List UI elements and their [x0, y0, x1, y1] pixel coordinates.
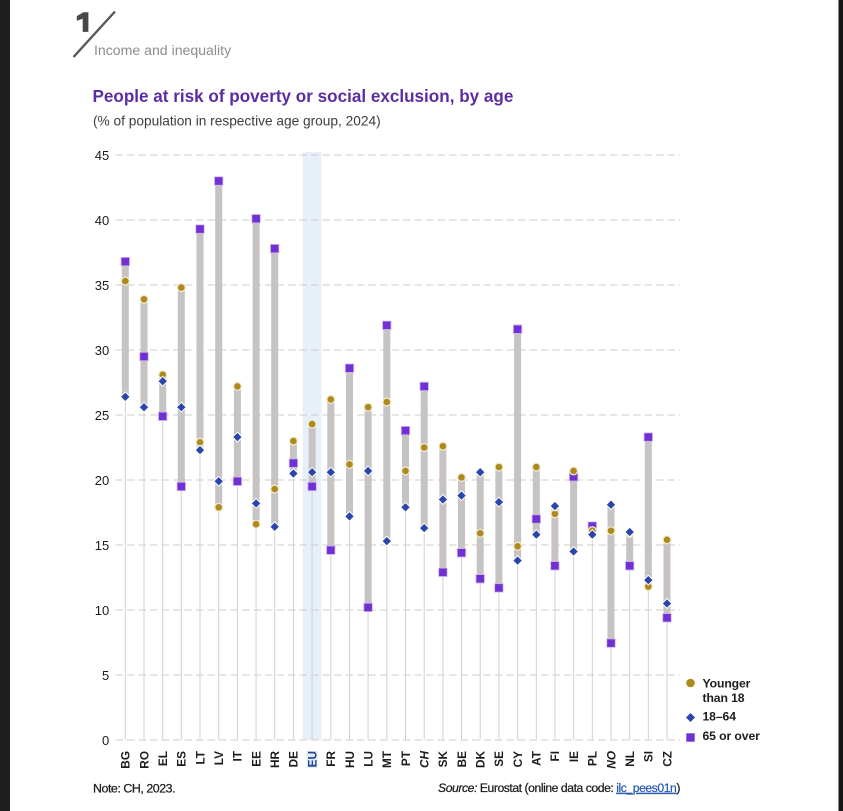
svg-text:ES: ES — [175, 751, 189, 767]
svg-text:18–64: 18–64 — [703, 710, 737, 724]
svg-text:RO: RO — [137, 751, 151, 769]
svg-text:CY: CY — [511, 751, 525, 768]
svg-text:BE: BE — [455, 751, 469, 768]
svg-text:45: 45 — [95, 148, 109, 163]
svg-text:0: 0 — [102, 733, 109, 748]
svg-text:EL: EL — [156, 751, 170, 766]
svg-text:Younger: Younger — [703, 677, 751, 691]
svg-text:Source: Eurostat (online data: Source: Eurostat (online data code: ilc_… — [438, 781, 680, 795]
svg-text:People at risk of poverty or s: People at risk of poverty or social excl… — [93, 87, 514, 106]
svg-text:BG: BG — [119, 751, 133, 769]
svg-text:AT: AT — [530, 750, 544, 766]
svg-text:Income and inequality: Income and inequality — [94, 42, 232, 58]
svg-text:30: 30 — [95, 343, 109, 358]
svg-text:5: 5 — [102, 668, 109, 683]
svg-text:DK: DK — [474, 751, 488, 769]
svg-text:than 18: than 18 — [703, 691, 745, 705]
svg-text:IE: IE — [567, 751, 581, 762]
svg-text:MT: MT — [380, 750, 394, 768]
svg-text:NL: NL — [623, 751, 637, 767]
svg-text:NO: NO — [604, 751, 618, 769]
svg-text:SE: SE — [492, 751, 506, 767]
svg-text:40: 40 — [95, 213, 109, 228]
svg-text:SI: SI — [642, 751, 656, 762]
svg-text:35: 35 — [95, 278, 109, 293]
svg-text:PT: PT — [399, 750, 413, 766]
svg-text:20: 20 — [95, 473, 109, 488]
svg-text:25: 25 — [95, 408, 109, 423]
svg-text:DE: DE — [287, 751, 301, 768]
svg-text:SK: SK — [436, 751, 450, 768]
svg-text:10: 10 — [95, 603, 109, 618]
svg-text:LV: LV — [212, 751, 226, 765]
svg-text:LT: LT — [193, 750, 207, 764]
svg-text:CZ: CZ — [660, 751, 674, 767]
svg-text:LU: LU — [361, 751, 375, 767]
svg-text:IT: IT — [231, 750, 245, 761]
svg-text:65 or over: 65 or over — [703, 729, 761, 743]
svg-text:EE: EE — [249, 751, 263, 767]
svg-text:HU: HU — [343, 751, 357, 768]
svg-text:(% of population in respective: (% of population in respective age group… — [93, 114, 381, 129]
svg-text:PL: PL — [586, 751, 600, 766]
svg-text:FI: FI — [548, 751, 562, 761]
svg-text:15: 15 — [95, 538, 109, 553]
svg-text:EU: EU — [305, 751, 319, 767]
svg-text:HR: HR — [268, 751, 282, 769]
svg-text:Note: CH, 2023.: Note: CH, 2023. — [93, 781, 175, 795]
svg-text:FR: FR — [324, 751, 338, 767]
svg-text:CH: CH — [418, 751, 432, 769]
